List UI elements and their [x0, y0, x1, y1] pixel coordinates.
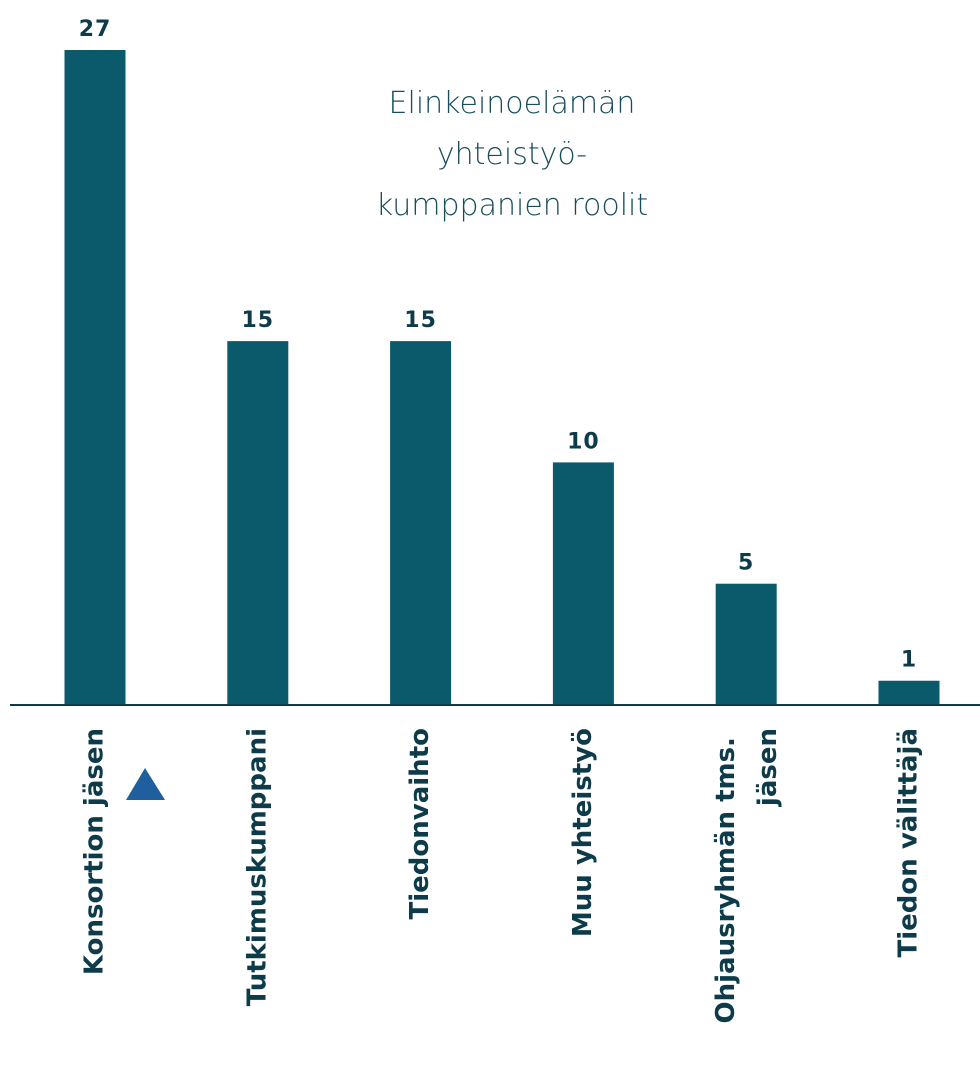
- x-tick-label: Tiedonvaihto: [405, 728, 435, 919]
- value-label: 5: [738, 551, 754, 576]
- bar: [552, 462, 614, 705]
- x-tick-label: Tutkimuskumppani: [242, 728, 272, 1006]
- value-label: 1: [901, 648, 917, 673]
- decoration: [126, 768, 165, 800]
- bar: [227, 341, 289, 705]
- bar: [64, 50, 126, 705]
- value-label: 15: [404, 308, 437, 333]
- value-label: 10: [567, 429, 600, 454]
- x-tick-label: Konsortion jäsen: [80, 728, 110, 975]
- bar: [878, 680, 940, 705]
- x-tick-label: Muu yhteistyö: [568, 728, 598, 937]
- value-label: 15: [241, 308, 274, 333]
- chart-title: Elinkeinoelämän yhteistyö-kumppanien rool…: [376, 86, 648, 223]
- bar: [715, 583, 777, 705]
- bar: [390, 341, 452, 705]
- value-label: 27: [79, 17, 112, 42]
- x-tick-label: Ohjausryhmän tms. jäsen: [711, 728, 783, 1023]
- x-tick-label: Tiedon välittäjä: [894, 728, 924, 958]
